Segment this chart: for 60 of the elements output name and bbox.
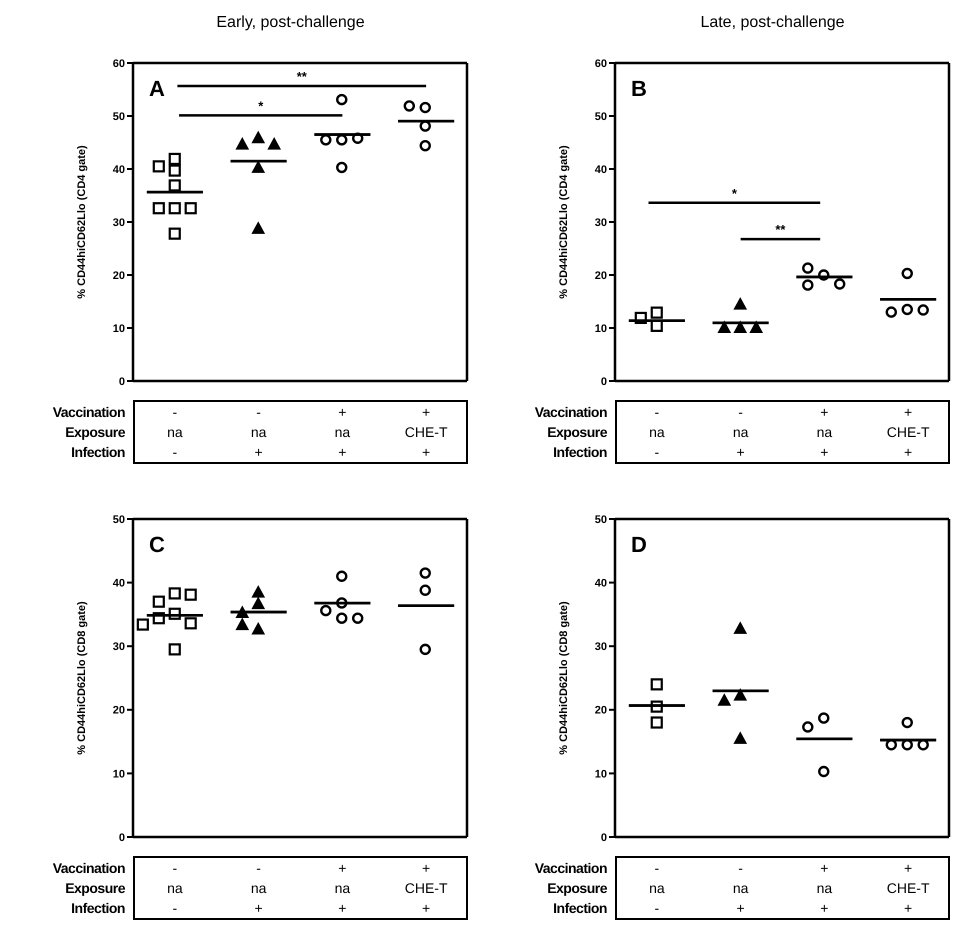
x-tick-label: + na + bbox=[816, 403, 834, 462]
x-axis-title: Vaccination Exposure Infection bbox=[52, 403, 125, 462]
y-axis-title: % CD44hiCD62Llo (CD4 gate) bbox=[558, 144, 570, 299]
x-tick-label: - na - bbox=[166, 859, 184, 918]
x-tick-label: + na + bbox=[334, 403, 352, 462]
x-axis-title: Vaccination Exposure Infection bbox=[534, 403, 607, 462]
chart-title: Late, post-challenge bbox=[700, 14, 845, 31]
y-tick-label: 10 bbox=[594, 322, 607, 335]
y-tick-label: 50 bbox=[594, 110, 607, 123]
y-tick-label: 0 bbox=[600, 832, 607, 844]
y-tick-label: 20 bbox=[594, 270, 607, 282]
y-tick-label: 10 bbox=[112, 322, 125, 335]
y-tick-label: 60 bbox=[594, 58, 607, 70]
x-tick-label: - na + bbox=[732, 859, 750, 918]
y-tick-label: 0 bbox=[118, 832, 125, 844]
x-tick-label: - na + bbox=[250, 859, 268, 918]
y-tick-label: 30 bbox=[112, 216, 125, 229]
annotation: * bbox=[258, 98, 264, 114]
y-tick-label: 50 bbox=[594, 514, 607, 526]
annotation: C bbox=[149, 532, 165, 557]
x-tick-label: + CHE-T + bbox=[886, 403, 931, 462]
y-tick-label: 30 bbox=[112, 641, 125, 654]
y-axis-title: % CD44hiCD62Llo (CD8 gate) bbox=[76, 600, 88, 755]
annotation: D bbox=[631, 532, 647, 557]
x-tick-label: - na + bbox=[250, 403, 268, 462]
y-tick-label: 0 bbox=[118, 376, 125, 388]
annotation: A bbox=[149, 76, 165, 101]
y-tick-label: 40 bbox=[112, 164, 125, 176]
y-tick-label: 20 bbox=[112, 704, 125, 717]
x-tick-label: + CHE-T + bbox=[404, 403, 449, 462]
x-tick-label: + CHE-T + bbox=[404, 859, 449, 918]
y-tick-label: 10 bbox=[594, 768, 607, 780]
x-axis-title: Vaccination Exposure Infection bbox=[534, 859, 607, 918]
y-tick-label: 20 bbox=[112, 270, 125, 282]
annotation: B bbox=[631, 76, 647, 101]
y-tick-label: 30 bbox=[594, 216, 607, 229]
y-tick-label: 10 bbox=[112, 768, 125, 780]
x-tick-label: - na - bbox=[648, 403, 666, 462]
x-tick-label: + na + bbox=[334, 859, 352, 918]
y-tick-label: 50 bbox=[112, 514, 125, 526]
y-axis-title: % CD44hiCD62Llo (CD8 gate) bbox=[558, 600, 570, 755]
y-tick-label: 0 bbox=[600, 376, 607, 388]
x-tick-label: - na - bbox=[166, 403, 184, 462]
y-axis-title: % CD44hiCD62Llo (CD4 gate) bbox=[76, 144, 88, 299]
chart-title: Early, post-challenge bbox=[216, 14, 365, 31]
x-tick-label: + na + bbox=[816, 859, 834, 918]
y-tick-label: 60 bbox=[112, 58, 125, 70]
y-tick-label: 50 bbox=[112, 110, 125, 123]
x-tick-label: - na + bbox=[732, 403, 750, 462]
y-tick-label: 40 bbox=[594, 164, 607, 176]
y-tick-label: 20 bbox=[594, 704, 607, 717]
y-tick-label: 40 bbox=[112, 578, 125, 590]
annotation: ** bbox=[296, 69, 308, 84]
x-tick-label: - na - bbox=[648, 859, 666, 918]
annotation: * bbox=[732, 186, 738, 201]
annotation: ** bbox=[775, 222, 786, 238]
y-tick-label: 40 bbox=[594, 578, 607, 590]
x-axis-title: Vaccination Exposure Infection bbox=[52, 859, 125, 918]
y-tick-label: 30 bbox=[594, 641, 607, 654]
x-tick-label: + CHE-T + bbox=[886, 859, 931, 918]
